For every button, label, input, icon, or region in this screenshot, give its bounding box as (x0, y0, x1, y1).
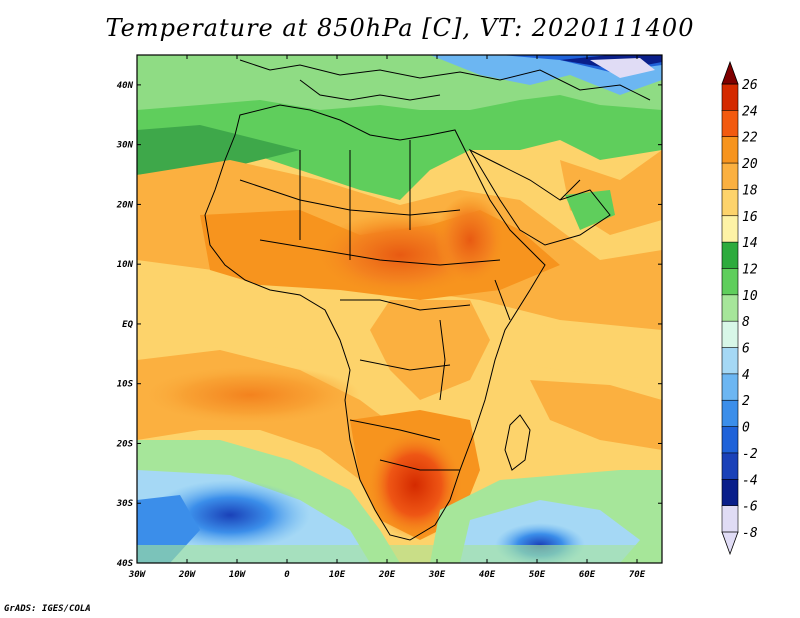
colorbar-label: -8 (742, 526, 758, 541)
colorbar-segment-v6 (721, 320, 739, 349)
colorbar-segment-v20 (721, 136, 739, 164)
y-tick-label: 10N (117, 260, 134, 270)
colorbar-label: 12 (742, 262, 758, 277)
y-tick-label: 20S (116, 439, 134, 449)
colorbar-label: 0 (742, 421, 750, 436)
colorbar-bottom-arrow (721, 531, 739, 556)
colorbar-segment-v18 (721, 162, 739, 191)
colorbar-label: 18 (742, 183, 758, 198)
colorbar-segment-vm4 (721, 452, 739, 481)
chart-title: Temperature at 850hPa [C], VT: 202011140… (105, 14, 695, 42)
y-axis: 40N 30N 20N 10N EQ 10S 20S 30S 40S (116, 81, 662, 569)
field-southern-africa-hotspot (367, 430, 463, 540)
x-tick-label: 70E (629, 570, 646, 580)
colorbar-label: -2 (742, 447, 758, 462)
colorbar-segment-v12 (721, 241, 739, 270)
y-tick-label: 10S (117, 380, 134, 390)
colorbar-label: 4 (742, 368, 750, 383)
colorbar-segment-v16 (721, 189, 739, 217)
x-tick-label: 30E (428, 570, 446, 580)
x-tick-label: 20W (178, 570, 197, 580)
grads-credit: GrADS: IGES/COLA (4, 604, 91, 614)
x-tick-label: 20E (378, 570, 396, 580)
y-tick-label: 30N (116, 141, 134, 151)
colorbar-segment-v24 (721, 83, 739, 112)
x-tick-label: 50E (529, 570, 546, 580)
colorbar-segment-v8 (721, 294, 739, 322)
colorbar-segment-vm2 (721, 426, 739, 454)
colorbar-label: 20 (742, 157, 758, 172)
map-frame (136, 54, 663, 564)
colorbar-label: 26 (742, 78, 758, 93)
colorbar-top-arrow (721, 60, 739, 85)
colorbar-label: 14 (742, 236, 758, 251)
colorbar-label: -6 (742, 500, 758, 515)
temperature-field (137, 55, 662, 563)
x-axis: 30W 20W 10W 0 10E 20E 30E 40E 50E 60E 70E (128, 55, 646, 580)
x-tick-label: 10W (229, 570, 247, 580)
colorbar-segment-v22 (721, 110, 739, 138)
colorbar-label: 8 (742, 315, 750, 330)
colorbar-segment-vm8 (721, 505, 739, 533)
field-atlantic-green (137, 125, 300, 175)
colorbar-label: 22 (742, 131, 758, 146)
colorbar-label: 24 (742, 104, 758, 119)
colorbar-label: -4 (742, 473, 758, 488)
x-tick-label: 40E (479, 570, 496, 580)
colorbar-label: 2 (742, 394, 750, 409)
x-tick-label: 10E (329, 570, 346, 580)
colorbar-label: 6 (742, 342, 750, 357)
colorbar-label: 16 (742, 210, 758, 225)
colorbar-segment-v10 (721, 268, 739, 296)
colorbar-segment-v2 (721, 373, 739, 402)
x-tick-label: 60E (579, 570, 596, 580)
x-tick-label: 0 (284, 570, 290, 580)
y-tick-label: 20N (116, 200, 134, 210)
colorbar-segment-v14 (721, 215, 739, 243)
y-tick-label: 40S (117, 559, 134, 569)
y-tick-label: 30S (116, 499, 134, 509)
y-tick-label: EQ (122, 320, 133, 330)
x-tick-label: 30W (128, 570, 147, 580)
colorbar-segment-v4 (721, 347, 739, 375)
colorbar-label: 10 (742, 289, 758, 304)
colorbar-segment-v0 (721, 399, 739, 428)
coastlines (204, 59, 651, 541)
field-atlantic-warm (140, 365, 360, 425)
y-tick-label: 40N (117, 81, 134, 91)
colorbar-segment-vm6 (721, 478, 739, 507)
